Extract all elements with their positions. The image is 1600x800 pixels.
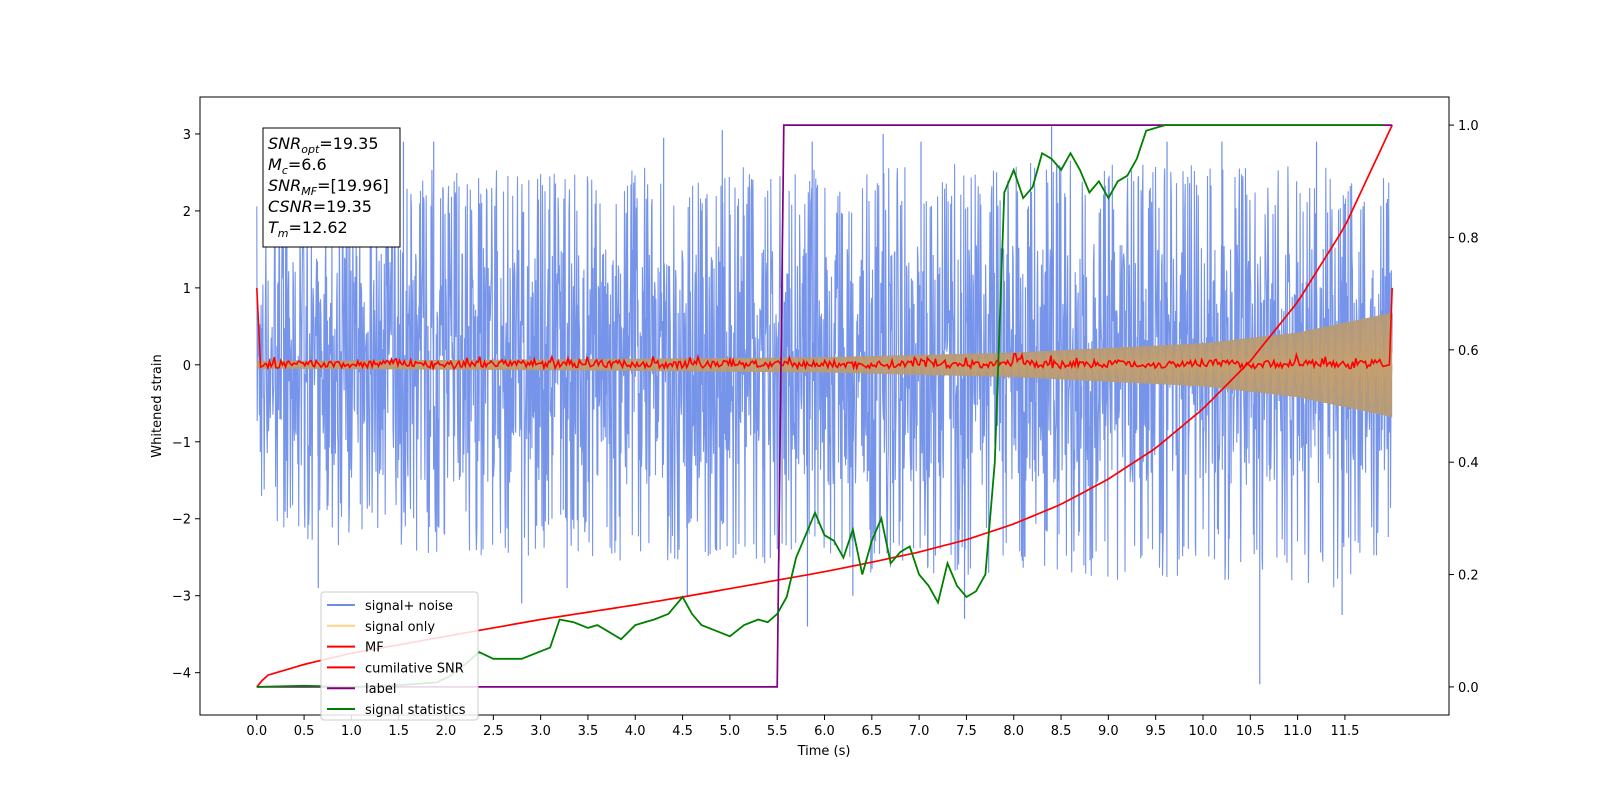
y-right-tick-label: 0.2 [1458,569,1479,584]
x-tick-label: 2.5 [483,724,504,739]
series-mf [256,287,1393,372]
legend-label: MF [365,641,384,656]
x-tick-label: 11.0 [1283,724,1312,739]
x-tick-label: 7.0 [909,724,930,739]
x-tick-label: 0.5 [294,724,315,739]
x-tick-label: 8.0 [1003,724,1024,739]
y-tick-label: −1 [172,436,191,451]
y-tick-label: −3 [172,590,191,605]
y-axis-right: 1.0 0.8 0.6 0.4 0.2 0.0 [1449,119,1479,696]
legend: signal+ noise signal only MF cumilative SNR… [320,591,479,721]
y-right-tick-label: 0.6 [1458,344,1479,359]
x-tick-label: 10.0 [1189,724,1218,739]
stat-symbol: T [268,218,279,237]
series-signal-noise [256,160,1393,588]
x-tick-label: 9.5 [1145,724,1166,739]
stat-line: Mc=6.6 [268,155,327,177]
stat-value: =[19.96] [317,176,389,195]
y-tick-label: 1 [183,282,191,297]
x-tick-label: 3.5 [578,724,599,739]
y-axis-label: Whitened strain [150,354,165,457]
stat-value: =19.35 [319,134,378,153]
y-right-tick-label: 0.4 [1458,456,1479,471]
series-layer [256,124,1393,688]
x-tick-label: 10.5 [1236,724,1265,739]
x-tick-label: 1.5 [388,724,409,739]
stat-subscript: c [282,164,288,177]
y-tick-label: 2 [183,205,191,220]
stat-value: =6.6 [288,155,327,174]
x-tick-label: 4.5 [672,724,693,739]
series-label [256,124,1393,688]
stat-value: =19.35 [313,197,372,216]
series-signal-statistics [256,124,1383,688]
legend-label: label [365,682,396,697]
x-tick-label: 5.0 [720,724,741,739]
signal-only-oscillation [256,315,1393,417]
y-right-tick-label: 1.0 [1458,119,1479,134]
legend-label: signal statistics [365,703,466,718]
x-tick-label: 9.0 [1098,724,1119,739]
x-tick-label: 4.0 [625,724,646,739]
x-tick-label: 0.0 [246,724,267,739]
stat-line: Tm=12.62 [268,218,348,240]
x-tick-label: 11.5 [1330,724,1359,739]
legend-label: signal only [365,620,435,635]
legend-frame [320,591,479,721]
y-tick-label: −2 [172,513,191,528]
x-tick-label: 7.5 [956,724,977,739]
x-tick-label: 6.0 [814,724,835,739]
stat-subscript: opt [301,143,320,156]
y-right-tick-label: 0.8 [1458,231,1479,246]
stat-symbol: SNR [268,134,301,153]
stat-line: SNRopt=19.35 [268,134,379,156]
x-tick-label: 2.0 [436,724,457,739]
x-tick-label: 1.0 [341,724,362,739]
stat-line: SNRMF=[19.96] [268,176,389,198]
legend-label: cumilative SNR [365,661,464,676]
stat-subscript: MF [301,185,317,198]
stat-value: =12.62 [289,218,348,237]
legend-label: signal+ noise [365,599,453,614]
x-axis-label: Time (s) [797,744,851,759]
y-tick-label: −4 [172,667,191,682]
y-tick-label: 0 [183,359,191,374]
stat-line: CSNR=19.35 [268,197,372,216]
stats-box: SNRopt=19.35Mc=6.6SNRMF=[19.96]CSNR=19.3… [262,127,401,248]
x-tick-label: 3.0 [530,724,551,739]
x-axis: 0.0 0.5 1.0 1.5 2.0 2.5 3.0 3.5 4.0 4.5 5.0 5.5 6.0 6… [246,715,1359,739]
x-tick-label: 6.5 [861,724,882,739]
x-tick-label: 5.5 [767,724,788,739]
y-axis-left: 3 2 1 0 −1 −2 −3 −4 [172,128,200,682]
stat-symbol: CSNR [268,197,313,216]
y-tick-label: 3 [183,128,191,143]
y-right-tick-label: 0.0 [1458,681,1479,696]
stats-box-frame [262,127,401,248]
stat-symbol: M [268,155,282,174]
x-tick-label: 8.5 [1051,724,1072,739]
stat-symbol: SNR [268,176,301,195]
stat-subscript: m [278,227,289,240]
